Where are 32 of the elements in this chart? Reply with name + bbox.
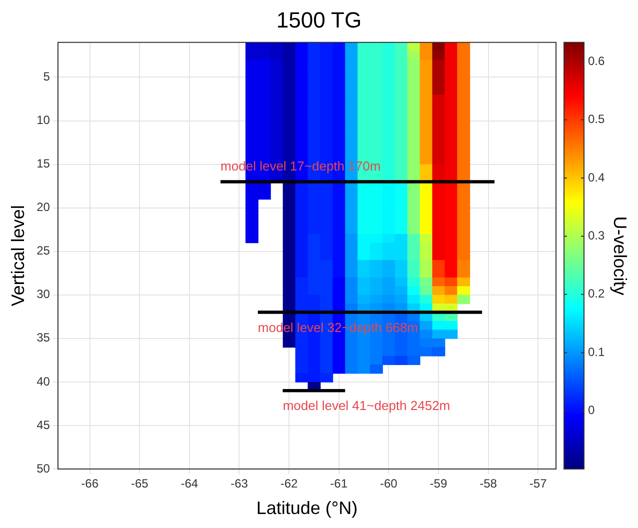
y-tick-label: 40 <box>36 374 50 388</box>
y-tick-label: 30 <box>36 287 50 302</box>
color-bar-title: U-velocity <box>610 216 630 296</box>
color-bar-label: 0.5 <box>588 112 606 126</box>
y-tick-label: 10 <box>36 113 50 128</box>
x-tick-label: -63 <box>230 476 248 491</box>
x-axis-title: Latitude (°N) <box>256 498 358 518</box>
y-tick-label: 45 <box>36 418 50 432</box>
y-tick-label: 20 <box>36 200 50 214</box>
x-tick-label: -57 <box>529 476 548 491</box>
y-axis-title: Vertical level <box>8 205 28 306</box>
x-tick-label: -61 <box>330 476 348 491</box>
chart-title: 1500 TG <box>276 7 362 32</box>
color-bar-label: 0.3 <box>588 228 606 243</box>
x-tick-label: -66 <box>81 476 99 491</box>
x-tick-label: -58 <box>480 476 498 491</box>
x-tick-label: -64 <box>180 476 198 491</box>
y-tick-label: 25 <box>36 244 50 258</box>
color-bar-label: 0 <box>588 403 595 418</box>
y-tick-label: 35 <box>36 330 50 345</box>
color-bar-label: 0.6 <box>588 54 606 68</box>
x-tick-label: -62 <box>280 476 298 491</box>
x-tick-label: -59 <box>430 476 448 491</box>
y-tick-label: 50 <box>36 461 50 476</box>
color-bar-label: 0.2 <box>588 286 606 301</box>
ref-line-label: model level 41~depth 2452m <box>282 398 450 414</box>
x-tick-label: -65 <box>130 476 149 491</box>
color-bar-label: 0.4 <box>588 170 606 184</box>
y-tick-label: 5 <box>43 70 50 84</box>
y-tick-label: 15 <box>36 156 50 171</box>
color-bar-label: 0.1 <box>588 344 606 359</box>
x-tick-label: -60 <box>380 476 398 491</box>
